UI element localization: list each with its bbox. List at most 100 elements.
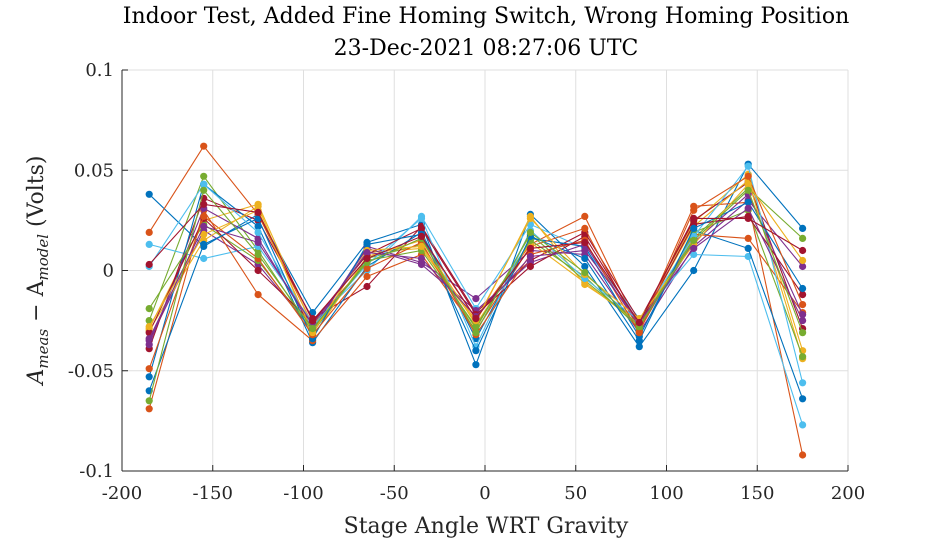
data-point — [526, 214, 535, 222]
data-point — [472, 329, 480, 337]
data-point — [526, 252, 535, 261]
data-point — [744, 244, 752, 252]
x-tick-label: -100 — [283, 483, 323, 504]
data-point — [309, 325, 317, 333]
series-layer — [145, 142, 807, 459]
x-tick-label: 200 — [831, 483, 865, 504]
data-point — [635, 329, 643, 337]
data-point — [200, 172, 208, 180]
data-point — [145, 405, 153, 413]
data-point — [254, 250, 262, 259]
data-point — [799, 284, 807, 293]
data-point — [799, 451, 807, 459]
y-tick-label: 0.05 — [74, 160, 114, 181]
axes — [121, 69, 849, 472]
data-point — [744, 198, 752, 206]
data-point — [145, 190, 153, 198]
data-point — [472, 295, 480, 303]
data-point — [799, 256, 807, 265]
data-point — [581, 224, 589, 232]
data-point — [363, 248, 371, 257]
data-point — [254, 208, 262, 216]
data-point — [690, 224, 698, 232]
data-point — [635, 337, 643, 345]
chart-title: Indoor Test, Added Fine Homing Switch, W… — [123, 4, 849, 29]
data-point — [417, 232, 426, 240]
data-point — [417, 260, 426, 269]
data-point — [145, 373, 153, 381]
data-point — [254, 228, 262, 236]
data-point — [581, 246, 589, 255]
series-20 — [145, 200, 807, 327]
y-label-minus: − A — [24, 279, 49, 328]
y-label-sub-meas: meas — [34, 329, 52, 369]
data-point — [690, 266, 698, 275]
data-point — [145, 260, 153, 269]
data-point — [417, 214, 426, 222]
data-point — [690, 250, 698, 259]
data-point — [526, 228, 535, 236]
data-point — [581, 212, 589, 220]
data-point — [526, 262, 535, 271]
data-point — [309, 317, 317, 325]
y-label-sub-model: model — [34, 234, 52, 281]
data-point — [200, 180, 208, 188]
data-point — [200, 186, 208, 194]
data-point — [254, 222, 262, 230]
data-point — [581, 262, 589, 271]
data-point — [744, 204, 752, 212]
data-point — [363, 254, 371, 263]
data-point — [744, 162, 752, 170]
y-tick-label: 0 — [103, 261, 114, 282]
y-tick-label: 0.1 — [85, 60, 114, 81]
data-point — [799, 224, 807, 232]
data-point — [799, 395, 807, 403]
data-point — [145, 335, 153, 343]
data-point — [145, 240, 153, 248]
data-point — [200, 200, 208, 208]
data-point — [200, 212, 208, 220]
data-point — [744, 234, 752, 242]
data-point — [472, 315, 480, 323]
data-point — [799, 329, 807, 337]
data-point — [799, 421, 807, 429]
data-point — [581, 254, 589, 263]
data-point — [690, 236, 698, 244]
data-point — [799, 379, 807, 387]
data-point — [145, 397, 153, 405]
x-tick-label: -50 — [380, 483, 409, 504]
data-point — [417, 242, 426, 250]
data-point — [744, 180, 752, 188]
data-point — [363, 240, 371, 248]
data-point — [363, 272, 371, 281]
data-point — [744, 186, 752, 194]
chart-subtitle: 23-Dec-2021 08:27:06 UTC — [334, 36, 639, 61]
data-point — [799, 291, 807, 299]
data-point — [744, 214, 752, 222]
data-point — [799, 317, 807, 325]
data-point — [417, 224, 426, 232]
x-tick-label: 100 — [649, 483, 683, 504]
data-point — [254, 238, 262, 246]
data-point — [472, 361, 480, 369]
data-point — [200, 240, 208, 248]
data-point — [581, 238, 589, 246]
data-point — [254, 266, 262, 275]
x-axis-label: Stage Angle WRT Gravity — [344, 514, 629, 539]
x-tick-label: 150 — [740, 483, 774, 504]
data-point — [363, 264, 371, 273]
data-point — [472, 347, 480, 355]
data-point — [200, 230, 208, 238]
y-label-units: (Volts) — [24, 156, 49, 234]
data-point — [581, 268, 589, 277]
data-point — [690, 214, 698, 222]
x-tick-label: -150 — [193, 483, 233, 504]
data-point — [799, 353, 807, 361]
data-point — [690, 206, 698, 214]
data-point — [145, 365, 153, 373]
y-tick-label: -0.05 — [68, 361, 114, 382]
data-point — [145, 305, 153, 313]
data-point — [200, 222, 208, 230]
series-19 — [145, 186, 807, 405]
